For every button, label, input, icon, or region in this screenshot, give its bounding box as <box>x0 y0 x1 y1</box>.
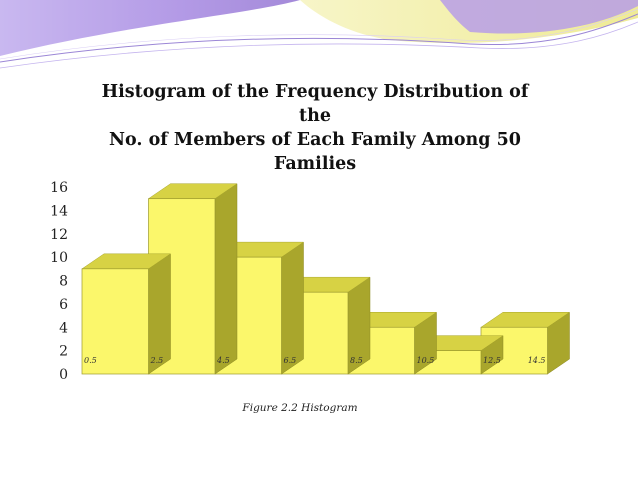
y-tick-label: 14 <box>50 203 68 219</box>
x-boundary-label: 2.5 <box>150 356 164 365</box>
chart-title-line-2: No. of Members of Each Family Among 50 <box>109 130 521 150</box>
y-tick-label: 16 <box>50 180 68 196</box>
x-boundary-label: 10.5 <box>417 356 435 365</box>
chart-title-line-1: Histogram of the Frequency Distribution … <box>101 82 529 126</box>
figure-caption: Figure 2.2 Histogram <box>242 402 358 414</box>
chart-title: Histogram of the Frequency Distribution … <box>95 80 535 176</box>
banner-purple-right <box>440 0 638 34</box>
x-boundary-label: 8.5 <box>350 356 363 365</box>
bar-side <box>281 241 304 375</box>
x-boundary-label: 0.5 <box>84 356 97 365</box>
x-boundary-label: 6.5 <box>284 356 297 365</box>
histogram-bar <box>81 253 172 375</box>
y-tick-label: 6 <box>59 297 68 313</box>
header-banner <box>0 0 638 69</box>
histogram-bar <box>480 311 571 375</box>
bar-side <box>214 183 238 375</box>
x-boundary-label: 14.5 <box>528 356 546 365</box>
y-tick-label: 10 <box>50 250 68 266</box>
banner-purple-wave <box>0 0 300 56</box>
x-boundary-label: 4.5 <box>216 356 230 365</box>
bar-front <box>81 268 149 375</box>
y-tick-label: 0 <box>59 367 68 383</box>
chart-title-line-3: Families <box>273 154 357 174</box>
y-tick-label: 2 <box>59 344 68 360</box>
y-tick-label: 8 <box>59 274 68 290</box>
y-tick-label: 12 <box>50 227 68 243</box>
y-tick-label: 4 <box>59 320 68 336</box>
x-boundary-label: 12.5 <box>483 356 501 365</box>
